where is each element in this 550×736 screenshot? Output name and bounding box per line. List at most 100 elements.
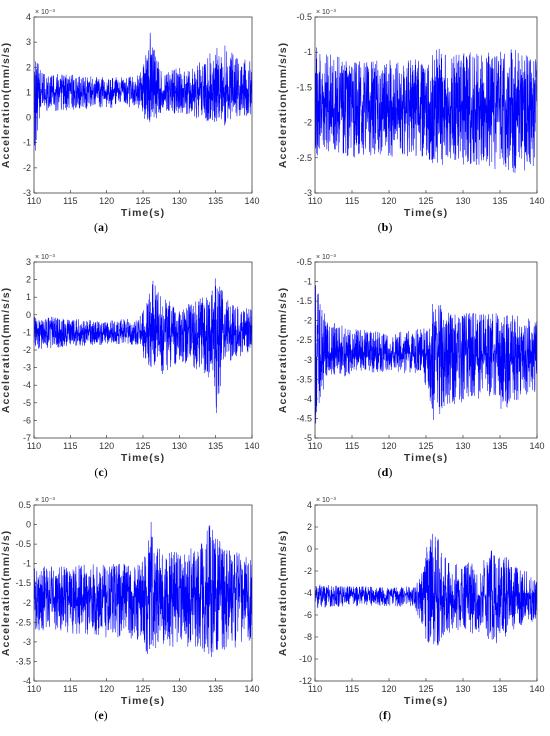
y-tick-label: 0 <box>307 544 312 554</box>
x-axis-title: Time(s) <box>404 695 448 707</box>
y-tick-label: -0.5 <box>296 257 312 267</box>
y-axis-title: Acceleration(mm/s/s) <box>0 287 12 413</box>
x-tick-label: 135 <box>208 196 223 206</box>
y-tick-label: -5 <box>304 433 312 443</box>
x-tick-label: 130 <box>455 684 470 694</box>
x-tick-label: 125 <box>135 196 150 206</box>
y-tick-label: -1 <box>304 47 312 57</box>
x-tick-label: 135 <box>492 441 507 451</box>
y-tick-label: -3 <box>23 188 31 198</box>
x-tick-label: 130 <box>172 196 187 206</box>
y-exponent-label: × 10⁻³ <box>35 254 56 261</box>
x-tick-label: 135 <box>208 684 223 694</box>
y-tick-label: 2 <box>26 62 31 72</box>
x-tick-label: 135 <box>492 196 507 206</box>
x-tick-label: 115 <box>345 684 359 694</box>
panel-caption: (c) <box>94 465 108 479</box>
y-axis-title: Acceleration(mm/s/s) <box>277 42 289 168</box>
y-tick-label: -1 <box>23 327 31 337</box>
x-tick-label: 125 <box>418 196 433 206</box>
chart-panel-c: 110 115 120 125 130 135 140 3 2 1 0 -1 -2 -3 -4 -5 -6 -7 ×… <box>0 254 260 464</box>
y-tick-label: -1 <box>23 138 31 148</box>
y-tick-label: -3 <box>23 637 31 647</box>
x-tick-label: 130 <box>455 441 470 451</box>
panel-caption: (d) <box>377 465 393 479</box>
x-tick-label: 115 <box>345 196 359 206</box>
y-tick-label: -4 <box>23 676 31 686</box>
y-tick-label: 1 <box>26 87 31 97</box>
signal-trace <box>315 285 537 424</box>
y-tick-label: 2 <box>307 522 312 532</box>
x-tick-label: 110 <box>27 196 41 206</box>
chart-panel-d: 110 115 120 125 130 135 140 -0.5 -1 -1.5 -2 -2.5 -3 -… <box>277 254 545 464</box>
y-tick-label: -2.5 <box>15 617 31 627</box>
x-axis-title: Time(s) <box>121 452 165 464</box>
chart-panel-e: 110 115 120 125 130 135 140 0.5 0 -0.5 -1 -1.5 -2 -2.… <box>0 497 260 707</box>
y-exponent-label: × 10⁻³ <box>316 497 337 504</box>
x-tick-label: 125 <box>135 441 150 451</box>
x-tick-label: 140 <box>244 196 259 206</box>
y-tick-label: -3.5 <box>296 374 312 384</box>
y-tick-label: -8 <box>304 632 312 642</box>
y-tick-label: -5 <box>23 398 31 408</box>
y-tick-label: -0.5 <box>296 12 312 22</box>
x-tick-label: 115 <box>63 684 77 694</box>
x-axis-title: Time(s) <box>404 452 448 464</box>
x-tick-label: 115 <box>63 196 77 206</box>
y-tick-label: 4 <box>26 12 31 22</box>
y-tick-label: -6 <box>23 415 31 425</box>
x-tick-label: 110 <box>308 441 322 451</box>
y-exponent-label: × 10⁻³ <box>316 9 337 16</box>
x-axis-title: Time(s) <box>121 207 165 219</box>
y-tick-label: -12 <box>299 676 312 686</box>
y-tick-label: -3 <box>304 188 312 198</box>
y-tick-label: 0.5 <box>18 500 31 510</box>
y-tick-label: -1.5 <box>296 296 312 306</box>
x-tick-label: 110 <box>27 684 41 694</box>
x-tick-label: 110 <box>308 684 322 694</box>
x-tick-label: 110 <box>308 196 322 206</box>
chart-panel-b: 110 115 120 125 130 135 140 -0.5 -1 -1.5 -2 -2.5 -3 ×… <box>277 9 545 219</box>
y-exponent-label: × 10⁻³ <box>35 9 56 16</box>
y-tick-label: -2 <box>304 118 312 128</box>
y-tick-label: -2 <box>23 598 31 608</box>
y-axis-title: Acceleration(mm/s/s) <box>277 530 289 656</box>
x-tick-label: 120 <box>99 441 114 451</box>
signal-trace <box>34 278 252 413</box>
chart-panel-a: 110 115 120 125 130 135 140 4 3 2 1 0 -1 -2 -3 × 10⁻³ Ti… <box>0 9 260 219</box>
panel-caption: (a) <box>94 220 108 234</box>
y-tick-label: -1.5 <box>15 578 31 588</box>
x-tick-label: 125 <box>135 684 150 694</box>
y-tick-label: 3 <box>26 257 31 267</box>
y-tick-label: -4.5 <box>296 413 312 423</box>
y-tick-label: 3 <box>26 37 31 47</box>
y-tick-label: -3.5 <box>15 656 31 666</box>
x-tick-label: 110 <box>27 441 41 451</box>
x-axis-title: Time(s) <box>404 207 448 219</box>
x-tick-label: 125 <box>418 441 433 451</box>
panel-caption: (b) <box>377 220 393 234</box>
x-tick-label: 115 <box>345 441 359 451</box>
x-tick-label: 140 <box>529 684 544 694</box>
y-tick-label: -4 <box>304 394 312 404</box>
y-tick-label: -1 <box>23 559 31 569</box>
y-tick-label: -4 <box>304 588 312 598</box>
x-tick-label: 135 <box>492 684 507 694</box>
x-tick-label: 115 <box>63 441 77 451</box>
x-tick-label: 120 <box>99 196 114 206</box>
y-tick-label: 0 <box>26 310 31 320</box>
y-tick-label: -3 <box>304 355 312 365</box>
y-axis-title: Acceleration(mm/s/s) <box>277 287 289 413</box>
y-exponent-label: × 10⁻³ <box>35 497 56 504</box>
y-exponent-label: × 10⁻³ <box>316 254 337 261</box>
y-tick-label: -2.5 <box>296 153 312 163</box>
x-tick-label: 130 <box>455 196 470 206</box>
y-tick-label: -7 <box>23 433 31 443</box>
x-tick-label: 125 <box>418 684 433 694</box>
y-tick-label: -4 <box>23 380 31 390</box>
x-tick-label: 135 <box>208 441 223 451</box>
y-tick-label: 2 <box>26 275 31 285</box>
y-tick-label: -3 <box>23 363 31 373</box>
y-tick-label: -10 <box>299 654 312 664</box>
